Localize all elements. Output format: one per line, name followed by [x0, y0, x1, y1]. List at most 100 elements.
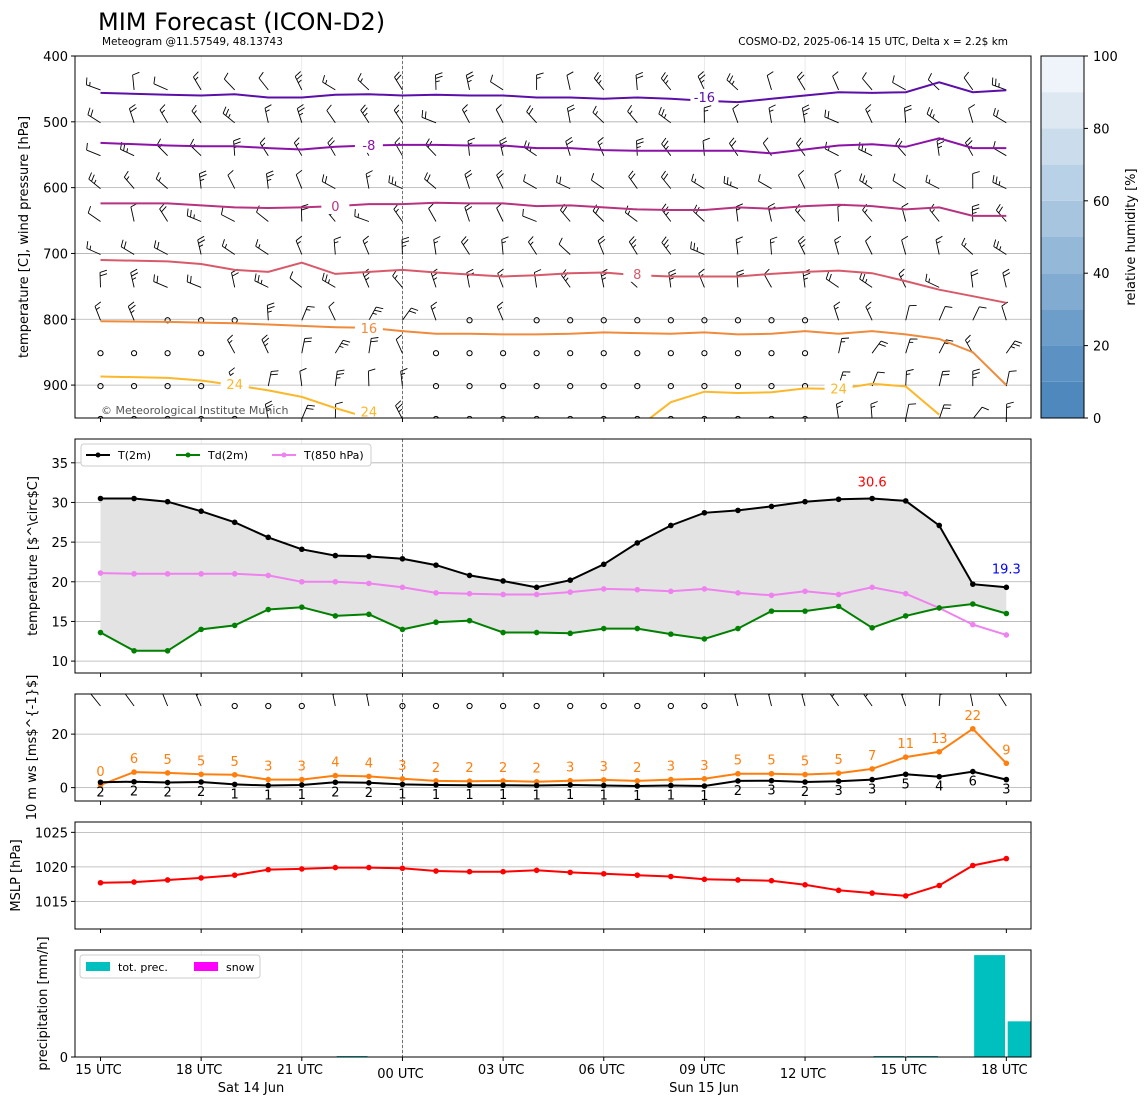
wind-point: [701, 783, 708, 789]
wind-barb: [905, 369, 914, 387]
series-point: [265, 572, 272, 579]
wind-barb: [729, 137, 739, 156]
wind-barb: [254, 273, 269, 288]
wind-barb: [600, 268, 609, 288]
wind-point: [902, 754, 909, 760]
wind-point: [265, 776, 272, 783]
colorbar-tick-label: 60: [1093, 195, 1110, 210]
series-point: [433, 619, 439, 626]
temperature-plot-area: [97, 495, 1010, 654]
calm-wind-marker: [131, 415, 137, 418]
wind-barb: [702, 137, 710, 156]
wind-barb: [904, 104, 912, 123]
calm-wind-marker: [634, 350, 641, 357]
wind-barb: [628, 236, 638, 255]
wind-barb: [195, 694, 202, 707]
calm-wind-marker: [600, 382, 607, 390]
wind-barb: [859, 271, 873, 288]
wind-barb: [333, 236, 342, 255]
calm-wind-marker: [567, 702, 574, 710]
y-axis-label: precipitation [mm/h]: [36, 936, 51, 1070]
mslp-point: [131, 879, 137, 885]
wind-barb: [464, 169, 473, 189]
wind-point: [265, 782, 272, 789]
wind-point: [332, 772, 339, 779]
wind-barb: [758, 173, 772, 189]
mslp-point: [500, 868, 506, 875]
wind-value-label: 11: [897, 737, 914, 752]
wind-value-label: 1: [432, 788, 440, 803]
wind-value-label: 1: [566, 788, 574, 803]
wind-barb: [159, 104, 168, 124]
wind-barb: [256, 205, 269, 222]
isotherm-line: [100, 81, 1007, 104]
colorbar-band: [1041, 309, 1084, 346]
wind-barb: [961, 237, 974, 255]
series-point: [634, 540, 641, 546]
wind-plot-area: [90, 694, 1010, 789]
wind-barb: [223, 72, 236, 91]
wind-barb: [558, 237, 571, 255]
wind-value-label: 3: [700, 759, 708, 774]
wind-barb: [905, 338, 918, 354]
series-point: [668, 588, 674, 595]
chart-title: MIM Forecast (ICON-D2): [98, 8, 385, 36]
wind-barb: [394, 71, 403, 91]
wind-barb: [261, 334, 270, 354]
wind-barb: [972, 171, 980, 189]
wind-barb: [155, 172, 168, 189]
wind-barb: [259, 137, 269, 156]
wind-barb: [993, 239, 1007, 255]
series-point: [567, 577, 573, 583]
wind-barb: [295, 169, 303, 189]
wind-barb: [963, 71, 974, 91]
colorbar-tick-label: 40: [1093, 267, 1110, 282]
series-point: [366, 580, 372, 587]
wind-value-label: 3: [298, 760, 306, 775]
wind-barb: [430, 301, 438, 321]
series-point: [299, 604, 305, 610]
y-tick-label: 15: [51, 615, 68, 630]
calm-wind-marker: [432, 702, 440, 710]
wind-barb: [736, 269, 745, 288]
wind-barb: [87, 205, 101, 222]
mslp-point: [164, 877, 171, 883]
wind-barb: [824, 109, 839, 124]
y-tick-label: 400: [43, 50, 68, 65]
series-point: [265, 534, 272, 541]
wind-barb: [301, 404, 315, 418]
wind-barb: [528, 236, 537, 255]
wind-barb: [697, 71, 706, 91]
calm-wind-marker: [500, 415, 507, 418]
wind-value-label: 7: [868, 749, 876, 764]
wind-point: [299, 782, 305, 788]
series-point: [902, 590, 909, 597]
wind-point: [399, 781, 406, 788]
calm-wind-marker: [735, 415, 741, 418]
wind-barb: [970, 269, 979, 288]
wind-barb: [198, 170, 207, 189]
legend-swatch: [194, 962, 218, 971]
wind-value-label: 2: [197, 785, 205, 800]
y-tick-label: 600: [43, 182, 68, 197]
day-label: Sat 14 Jun: [218, 1081, 284, 1096]
series-point: [600, 586, 607, 592]
calm-wind-marker: [567, 415, 574, 418]
colorbar-label: relative humidity [%]: [1124, 168, 1139, 305]
wind-barb: [735, 203, 743, 222]
legend-box: [79, 954, 261, 979]
wind-barb: [94, 301, 102, 321]
wind-value-label: 2: [465, 761, 473, 776]
wind-value-label: 3: [767, 784, 775, 799]
calm-wind-marker: [701, 317, 708, 324]
isotherm-label: 0: [331, 200, 339, 215]
colorbar-tick-label: 20: [1093, 340, 1110, 355]
y-tick-label: 35: [51, 457, 68, 472]
wind-point: [701, 775, 708, 782]
wind-barb: [88, 172, 101, 189]
wind-point: [768, 777, 775, 784]
isotherm-label-background: [321, 198, 350, 215]
wind-point: [634, 783, 641, 789]
mslp-point: [1003, 855, 1010, 862]
wind-barb: [993, 107, 1007, 124]
